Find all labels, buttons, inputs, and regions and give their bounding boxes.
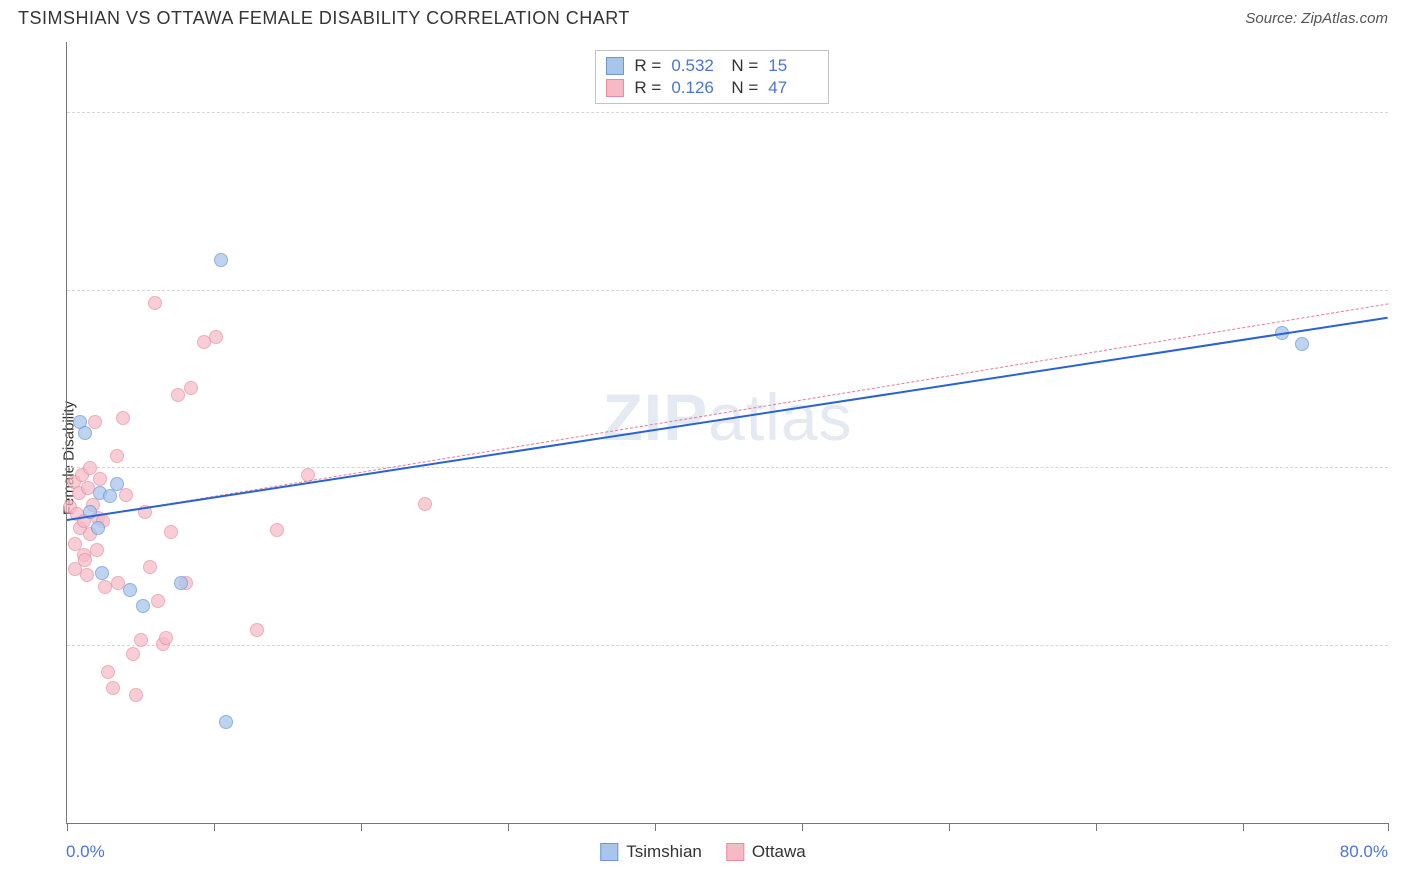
data-point	[148, 296, 162, 310]
data-point	[151, 594, 165, 608]
data-point	[93, 472, 107, 486]
gridline	[67, 112, 1388, 113]
data-point	[103, 489, 117, 503]
x-axis-tick	[67, 823, 68, 831]
data-point	[174, 576, 188, 590]
r-value: 0.126	[671, 78, 721, 98]
x-axis-tick	[214, 823, 215, 831]
data-point	[123, 583, 137, 597]
data-point	[110, 477, 124, 491]
data-point	[80, 568, 94, 582]
data-point	[110, 449, 124, 463]
plot-area: ZIPatlas R =0.532N =15R =0.126N =47 10.0…	[66, 42, 1388, 824]
x-axis-tick	[361, 823, 362, 831]
chart-title: TSIMSHIAN VS OTTAWA FEMALE DISABILITY CO…	[18, 8, 630, 29]
data-point	[214, 253, 228, 267]
n-label: N =	[731, 78, 758, 98]
data-point	[129, 688, 143, 702]
data-point	[78, 426, 92, 440]
series-legend: Tsimshian Ottawa	[600, 842, 805, 862]
data-point	[250, 623, 264, 637]
data-point	[95, 566, 109, 580]
data-point	[171, 388, 185, 402]
chart-container: Female Disability ZIPatlas R =0.532N =15…	[18, 42, 1388, 874]
n-label: N =	[731, 56, 758, 76]
data-point	[116, 411, 130, 425]
data-point	[91, 521, 105, 535]
data-point	[418, 497, 432, 511]
data-point	[143, 560, 157, 574]
r-label: R =	[634, 56, 661, 76]
series-swatch	[600, 843, 618, 861]
data-point	[106, 681, 120, 695]
x-axis-label-max: 80.0%	[1340, 842, 1388, 862]
source-name: ZipAtlas.com	[1301, 10, 1388, 27]
legend-label: Ottawa	[752, 842, 806, 862]
series-swatch	[606, 79, 624, 97]
gridline	[67, 467, 1388, 468]
gridline	[67, 290, 1388, 291]
source-prefix: Source:	[1245, 10, 1301, 27]
legend-label: Tsimshian	[626, 842, 702, 862]
data-point	[136, 599, 150, 613]
legend-item: Tsimshian	[600, 842, 702, 862]
data-point	[270, 523, 284, 537]
r-value: 0.532	[671, 56, 721, 76]
data-point	[126, 647, 140, 661]
n-value: 15	[768, 56, 818, 76]
legend-item: Ottawa	[726, 842, 806, 862]
data-point	[119, 488, 133, 502]
data-point	[219, 715, 233, 729]
gridline	[67, 645, 1388, 646]
r-label: R =	[634, 78, 661, 98]
data-point	[184, 381, 198, 395]
x-axis-tick	[802, 823, 803, 831]
data-point	[101, 665, 115, 679]
data-point	[90, 543, 104, 557]
x-axis-tick	[1388, 823, 1389, 831]
x-axis-tick	[1096, 823, 1097, 831]
stats-legend-box: R = 0.532 N = 15 R = 0.126 N = 47	[595, 50, 829, 104]
x-axis-tick	[655, 823, 656, 831]
data-point	[134, 633, 148, 647]
data-point	[78, 553, 92, 567]
data-point	[1295, 337, 1309, 351]
source-credit: Source: ZipAtlas.com	[1245, 10, 1388, 27]
x-axis-tick	[949, 823, 950, 831]
x-axis-tick	[1243, 823, 1244, 831]
data-point	[159, 631, 173, 645]
trend-line	[67, 317, 1388, 521]
x-axis-label-min: 0.0%	[66, 842, 105, 862]
data-point	[164, 525, 178, 539]
series-swatch	[726, 843, 744, 861]
data-point	[209, 330, 223, 344]
data-point	[98, 580, 112, 594]
n-value: 47	[768, 78, 818, 98]
stats-row: R = 0.532 N = 15	[606, 55, 818, 77]
stats-row: R = 0.126 N = 47	[606, 77, 818, 99]
x-axis-tick	[508, 823, 509, 831]
series-swatch	[606, 57, 624, 75]
